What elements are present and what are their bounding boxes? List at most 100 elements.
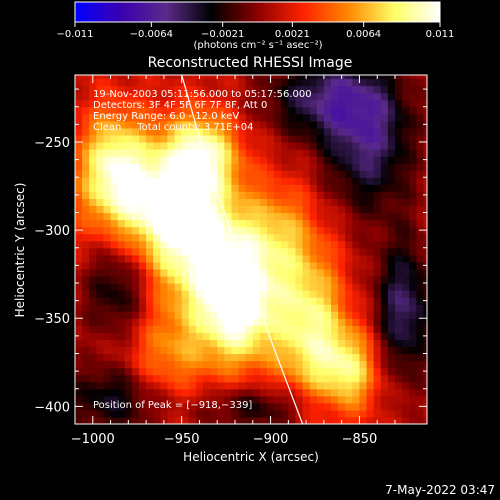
heatmap-cell: [395, 163, 403, 171]
heatmap-cell: [153, 156, 161, 164]
heatmap-cell: [274, 219, 282, 228]
heatmap-cell: [395, 184, 403, 192]
heatmap-cell: [345, 226, 353, 235]
heatmap-cell: [96, 120, 105, 129]
heatmap-cell: [174, 416, 183, 424]
heatmap-cell: [103, 290, 112, 298]
heatmap-cell: [380, 409, 389, 418]
heatmap-cell: [231, 409, 240, 418]
heatmap-cell: [409, 297, 417, 305]
heatmap-cell: [359, 226, 368, 235]
heatmap-cell: [416, 177, 425, 185]
heatmap-cell: [181, 332, 190, 340]
heatmap-cell: [267, 106, 275, 115]
heatmap-cell: [309, 78, 318, 87]
heatmap-cell: [210, 360, 218, 369]
heatmap-cell: [267, 339, 275, 348]
heatmap-cell: [323, 311, 332, 319]
heatmap-cell: [238, 395, 247, 404]
heatmap-cell: [395, 75, 403, 80]
heatmap-cell: [203, 311, 211, 319]
heatmap-cell: [160, 106, 169, 115]
heatmap-cell: [245, 395, 254, 404]
heatmap-cell: [274, 297, 282, 305]
heatmap-cell: [110, 75, 119, 80]
heatmap-cell: [416, 311, 425, 319]
heatmap-cell: [238, 311, 247, 319]
heatmap-cell: [288, 268, 297, 277]
heatmap-cell: [210, 416, 218, 424]
heatmap-cell: [117, 282, 126, 291]
heatmap-cell: [252, 99, 261, 108]
heatmap-cell: [245, 184, 254, 192]
heatmap-cell: [323, 191, 332, 199]
heatmap-cell: [331, 149, 339, 157]
heatmap-cell: [117, 156, 126, 164]
heatmap-cell: [153, 395, 161, 404]
heatmap-cell: [217, 78, 225, 87]
heatmap-cell: [103, 332, 112, 340]
heatmap-cell: [366, 374, 375, 383]
heatmap-cell: [75, 113, 83, 122]
heatmap-cell: [167, 374, 176, 383]
heatmap-cell: [103, 170, 112, 178]
heatmap-cell: [395, 156, 403, 164]
heatmap-cell: [195, 311, 204, 319]
heatmap-cell: [331, 416, 339, 424]
heatmap-cell: [153, 339, 161, 348]
heatmap-cell: [281, 304, 289, 312]
heatmap-cell: [252, 332, 261, 340]
heatmap-cell: [267, 367, 275, 376]
heatmap-cell: [402, 212, 410, 221]
heatmap-cell: [338, 92, 346, 101]
heatmap-cell: [274, 261, 282, 270]
heatmap-cell: [387, 367, 396, 376]
heatmap-cell: [373, 325, 382, 333]
heatmap-cell: [316, 75, 325, 80]
heatmap-cell: [224, 290, 233, 298]
heatmap-cell: [302, 120, 311, 129]
colorbar-units: (photons cm⁻² s⁻¹ asec⁻²): [193, 40, 322, 51]
heatmap-cell: [188, 226, 197, 235]
heatmap-cell: [395, 381, 403, 390]
heatmap-cell: [124, 282, 133, 291]
heatmap-cell: [224, 212, 233, 221]
heatmap-cell: [259, 381, 268, 390]
heatmap-cell: [210, 381, 218, 390]
heatmap-cell: [117, 212, 126, 221]
heatmap-cell: [174, 346, 183, 355]
heatmap-cell: [352, 134, 361, 143]
heatmap-cell: [281, 156, 289, 164]
annotation-time: 19-Nov-2003 05:11:56.000 to 05:17:56.000: [93, 89, 312, 100]
heatmap-cell: [89, 92, 97, 101]
heatmap-cell: [181, 254, 190, 263]
heatmap-cell: [124, 268, 133, 277]
heatmap-cell: [281, 226, 289, 235]
heatmap-cell: [203, 374, 211, 383]
heatmap-cell: [188, 106, 197, 115]
heatmap-cell: [352, 325, 361, 333]
heatmap-cell: [181, 247, 190, 256]
heatmap-cell: [380, 325, 389, 333]
heatmap-cell: [231, 149, 240, 157]
heatmap-cell: [224, 170, 233, 178]
heatmap-cell: [267, 282, 275, 291]
heatmap-cell: [309, 381, 318, 390]
heatmap-cell: [203, 275, 211, 284]
heatmap-cell: [295, 92, 304, 101]
heatmap-cell: [124, 177, 133, 185]
heatmap-cell: [174, 177, 183, 185]
heatmap-cell: [167, 198, 176, 207]
heatmap-cell: [402, 226, 410, 235]
footer-timestamp: 7-May-2022 03:47: [385, 483, 495, 497]
heatmap-cell: [117, 409, 126, 418]
heatmap-cell: [103, 127, 112, 136]
heatmap-cell: [167, 75, 176, 80]
heatmap-cell: [316, 233, 325, 242]
heatmap-cell: [89, 219, 97, 228]
heatmap-cell: [366, 290, 375, 298]
heatmap-cell: [224, 156, 233, 164]
heatmap-cell: [117, 381, 126, 390]
heatmap-cell: [167, 409, 176, 418]
heatmap-cell: [387, 254, 396, 263]
